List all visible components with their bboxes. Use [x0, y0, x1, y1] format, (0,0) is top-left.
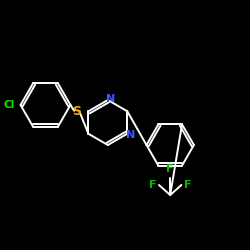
Text: Cl: Cl [3, 100, 14, 110]
Text: S: S [72, 105, 81, 118]
Text: F: F [149, 180, 156, 190]
Text: N: N [126, 130, 136, 140]
Text: F: F [184, 180, 192, 190]
Text: F: F [166, 164, 174, 174]
Text: N: N [106, 94, 116, 104]
